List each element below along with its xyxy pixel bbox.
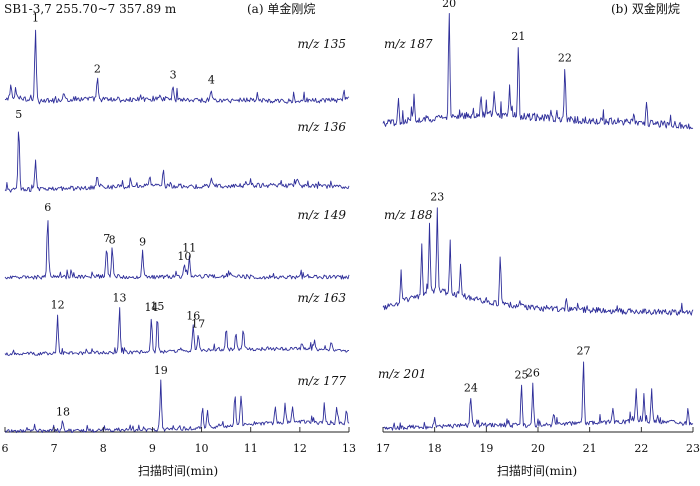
x-tick-label-b-3: 20 [531, 442, 545, 455]
trace-label-a2: m/z 136 [298, 120, 347, 134]
peak-label-25: 25 [514, 368, 528, 381]
x-tick-label-a-7: 13 [342, 442, 356, 455]
x-tick-label-b-5: 22 [634, 442, 648, 455]
peak-label-2: 2 [94, 62, 101, 75]
trace-a-mz177 [4, 379, 350, 434]
peak-label-13: 13 [113, 291, 127, 304]
peak-label-20: 20 [442, 0, 456, 10]
peak-label-15: 15 [150, 300, 164, 313]
ticks-layer: 6 7 8 9 10 11 12 13 17 18 19 20 21 22 23 [2, 427, 700, 455]
trace-label-a4: m/z 163 [298, 291, 347, 305]
x-tick-label-a-1: 7 [51, 442, 58, 455]
x-tick-label-a-6: 12 [293, 442, 307, 455]
peak-label-9: 9 [139, 236, 146, 249]
trace-a-mz163 [4, 307, 350, 356]
peak-label-10: 10 [177, 250, 191, 263]
peak-label-4: 4 [208, 73, 215, 86]
x-tick-label-a-4: 10 [195, 442, 209, 455]
panel-a-subtitle: SB1-3,7 255.70~7 357.89 m [4, 2, 177, 16]
x-tick-label-b-4: 21 [583, 442, 597, 455]
x-tick-label-a-0: 6 [2, 442, 9, 455]
x-axis-title-b: 扫描时间(min) [497, 464, 577, 478]
peak-label-12: 12 [51, 298, 65, 311]
trace-label-b1: m/z 187 [384, 37, 433, 51]
trace-label-b2: m/z 188 [384, 208, 433, 222]
peak-label-7: 7 [103, 232, 110, 245]
peak-label-16: 16 [186, 309, 200, 322]
trace-b-mz187 [382, 12, 694, 130]
x-tick-label-a-3: 9 [149, 442, 156, 455]
trace-a-mz149 [4, 220, 350, 280]
trace-label-b3: m/z 201 [378, 367, 426, 381]
panel-b-title: (b) 双金刚烷 [611, 1, 680, 16]
peak-label-6: 6 [44, 201, 51, 214]
peak-label-8: 8 [109, 234, 116, 247]
peak-label-21: 21 [511, 30, 525, 43]
peak-label-1: 1 [32, 12, 39, 25]
x-tick-label-b-6: 23 [686, 442, 700, 455]
traces-layer [4, 12, 694, 434]
peak-label-24: 24 [464, 381, 478, 394]
peak-label-22: 22 [558, 51, 572, 64]
peak-label-18: 18 [56, 406, 70, 419]
trace-label-a5: m/z 177 [298, 374, 347, 388]
trace-b-mz201 [382, 361, 694, 431]
x-tick-label-a-2: 8 [100, 442, 107, 455]
x-tick-label-b-2: 19 [479, 442, 493, 455]
x-axis-title-a: 扫描时间(min) [138, 464, 218, 478]
trace-a-mz135 [4, 29, 350, 105]
trace-label-a3: m/z 149 [298, 208, 347, 222]
panel-a-title: (a) 单金刚烷 [247, 1, 315, 16]
peak-label-26: 26 [526, 367, 540, 380]
trace-a-mz136 [4, 131, 350, 193]
peak-label-17: 17 [191, 318, 205, 331]
peak-label-11: 11 [182, 241, 196, 254]
peak-label-5: 5 [15, 108, 22, 121]
peak-label-19: 19 [154, 364, 168, 377]
peak-label-23: 23 [430, 191, 444, 204]
peak-label-14: 14 [144, 301, 158, 314]
trace-b-mz188 [382, 207, 694, 316]
peak-label-27: 27 [576, 344, 590, 357]
x-tick-label-a-5: 11 [244, 442, 258, 455]
trace-label-a1: m/z 135 [298, 37, 346, 51]
x-tick-label-b-1: 18 [428, 442, 442, 455]
peak-label-3: 3 [170, 68, 177, 81]
x-tick-label-b-0: 17 [376, 442, 390, 455]
